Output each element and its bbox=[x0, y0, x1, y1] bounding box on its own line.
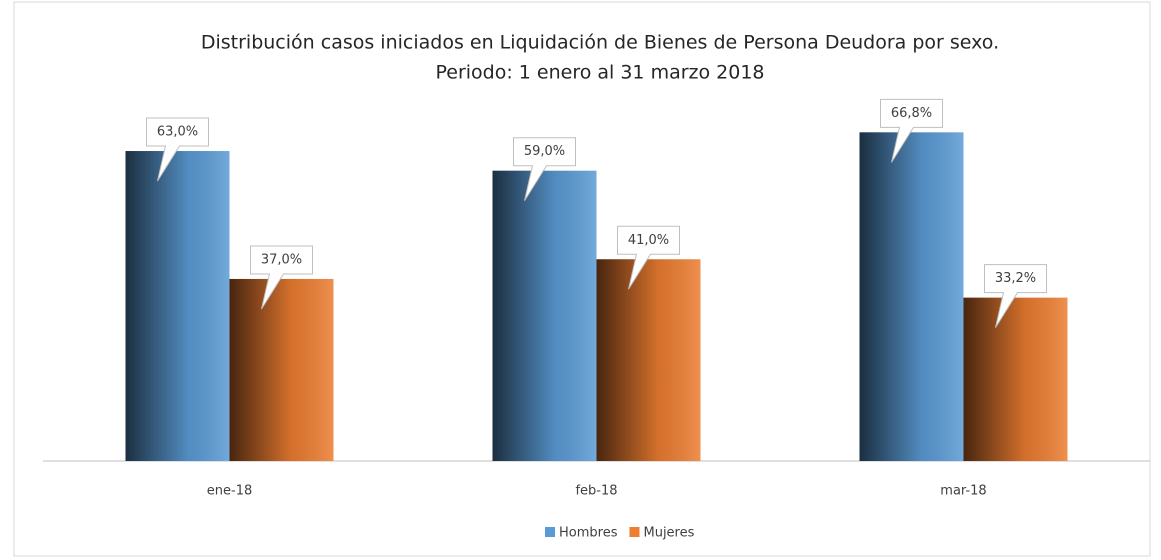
data-label: 33,2% bbox=[995, 271, 1036, 286]
bar-shade bbox=[229, 278, 334, 461]
bar-shade bbox=[963, 297, 1068, 461]
data-label: 37,0% bbox=[261, 252, 302, 267]
label-callout bbox=[513, 137, 576, 201]
data-label: 41,0% bbox=[628, 233, 669, 248]
chart-subtitle: Periodo: 1 enero al 31 marzo 2018 bbox=[435, 62, 764, 84]
legend-swatch bbox=[545, 527, 555, 537]
bar-shade bbox=[859, 132, 964, 461]
label-callout bbox=[880, 98, 943, 163]
label-callout bbox=[250, 245, 313, 310]
x-tick-label: ene-18 bbox=[207, 484, 252, 499]
data-label: 63,0% bbox=[157, 125, 198, 140]
x-tick-label: mar-18 bbox=[940, 484, 986, 499]
data-label: 66,8% bbox=[891, 106, 932, 121]
bar-shade bbox=[125, 151, 230, 462]
data-label: 59,0% bbox=[524, 144, 565, 159]
x-tick-label: feb-18 bbox=[575, 484, 617, 499]
bar-shade bbox=[492, 170, 597, 461]
bar-shade bbox=[596, 259, 701, 461]
legend-label: Hombres bbox=[559, 526, 618, 541]
legend-label: Mujeres bbox=[643, 526, 694, 541]
label-callout bbox=[984, 264, 1047, 328]
label-callout bbox=[146, 117, 209, 182]
label-callout bbox=[617, 225, 680, 290]
legend-swatch bbox=[629, 527, 640, 537]
chart-title: Distribución casos iniciados en Liquidac… bbox=[201, 32, 999, 54]
